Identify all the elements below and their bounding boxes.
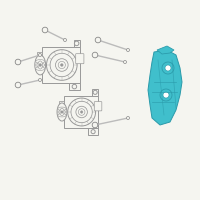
Circle shape (163, 92, 169, 98)
Circle shape (56, 59, 68, 71)
Ellipse shape (36, 63, 45, 67)
FancyBboxPatch shape (94, 102, 102, 111)
Circle shape (165, 65, 171, 71)
Circle shape (71, 101, 92, 123)
Circle shape (38, 78, 42, 82)
Circle shape (39, 64, 42, 66)
Circle shape (91, 130, 95, 134)
Circle shape (15, 82, 21, 88)
Circle shape (95, 37, 101, 43)
Ellipse shape (36, 60, 45, 63)
Ellipse shape (58, 114, 66, 117)
Circle shape (74, 41, 79, 46)
Circle shape (64, 38, 66, 42)
Circle shape (127, 48, 130, 51)
Circle shape (92, 122, 98, 128)
Circle shape (38, 53, 42, 56)
Circle shape (15, 59, 21, 65)
Circle shape (93, 90, 97, 94)
Ellipse shape (57, 103, 67, 121)
Ellipse shape (58, 110, 66, 114)
Circle shape (46, 50, 77, 80)
Polygon shape (69, 83, 80, 90)
Circle shape (50, 53, 74, 77)
Circle shape (76, 106, 87, 118)
Polygon shape (37, 52, 42, 58)
Polygon shape (88, 128, 98, 135)
Circle shape (124, 60, 127, 64)
Ellipse shape (58, 107, 66, 110)
Polygon shape (92, 89, 98, 96)
Ellipse shape (38, 61, 42, 69)
Polygon shape (64, 96, 98, 128)
Polygon shape (157, 46, 174, 54)
Circle shape (78, 109, 85, 115)
Polygon shape (42, 47, 80, 83)
Circle shape (162, 62, 174, 74)
Circle shape (61, 111, 63, 113)
Circle shape (92, 52, 98, 58)
Ellipse shape (36, 67, 45, 70)
Circle shape (42, 27, 48, 33)
Polygon shape (59, 101, 64, 105)
Circle shape (160, 89, 172, 101)
FancyBboxPatch shape (76, 54, 84, 64)
Ellipse shape (35, 55, 46, 75)
Circle shape (60, 64, 63, 66)
Circle shape (58, 61, 65, 69)
Circle shape (72, 84, 77, 89)
Polygon shape (148, 50, 182, 125)
Circle shape (127, 116, 130, 119)
Polygon shape (74, 40, 80, 47)
Ellipse shape (60, 108, 64, 116)
Circle shape (80, 111, 83, 113)
Circle shape (68, 98, 96, 126)
